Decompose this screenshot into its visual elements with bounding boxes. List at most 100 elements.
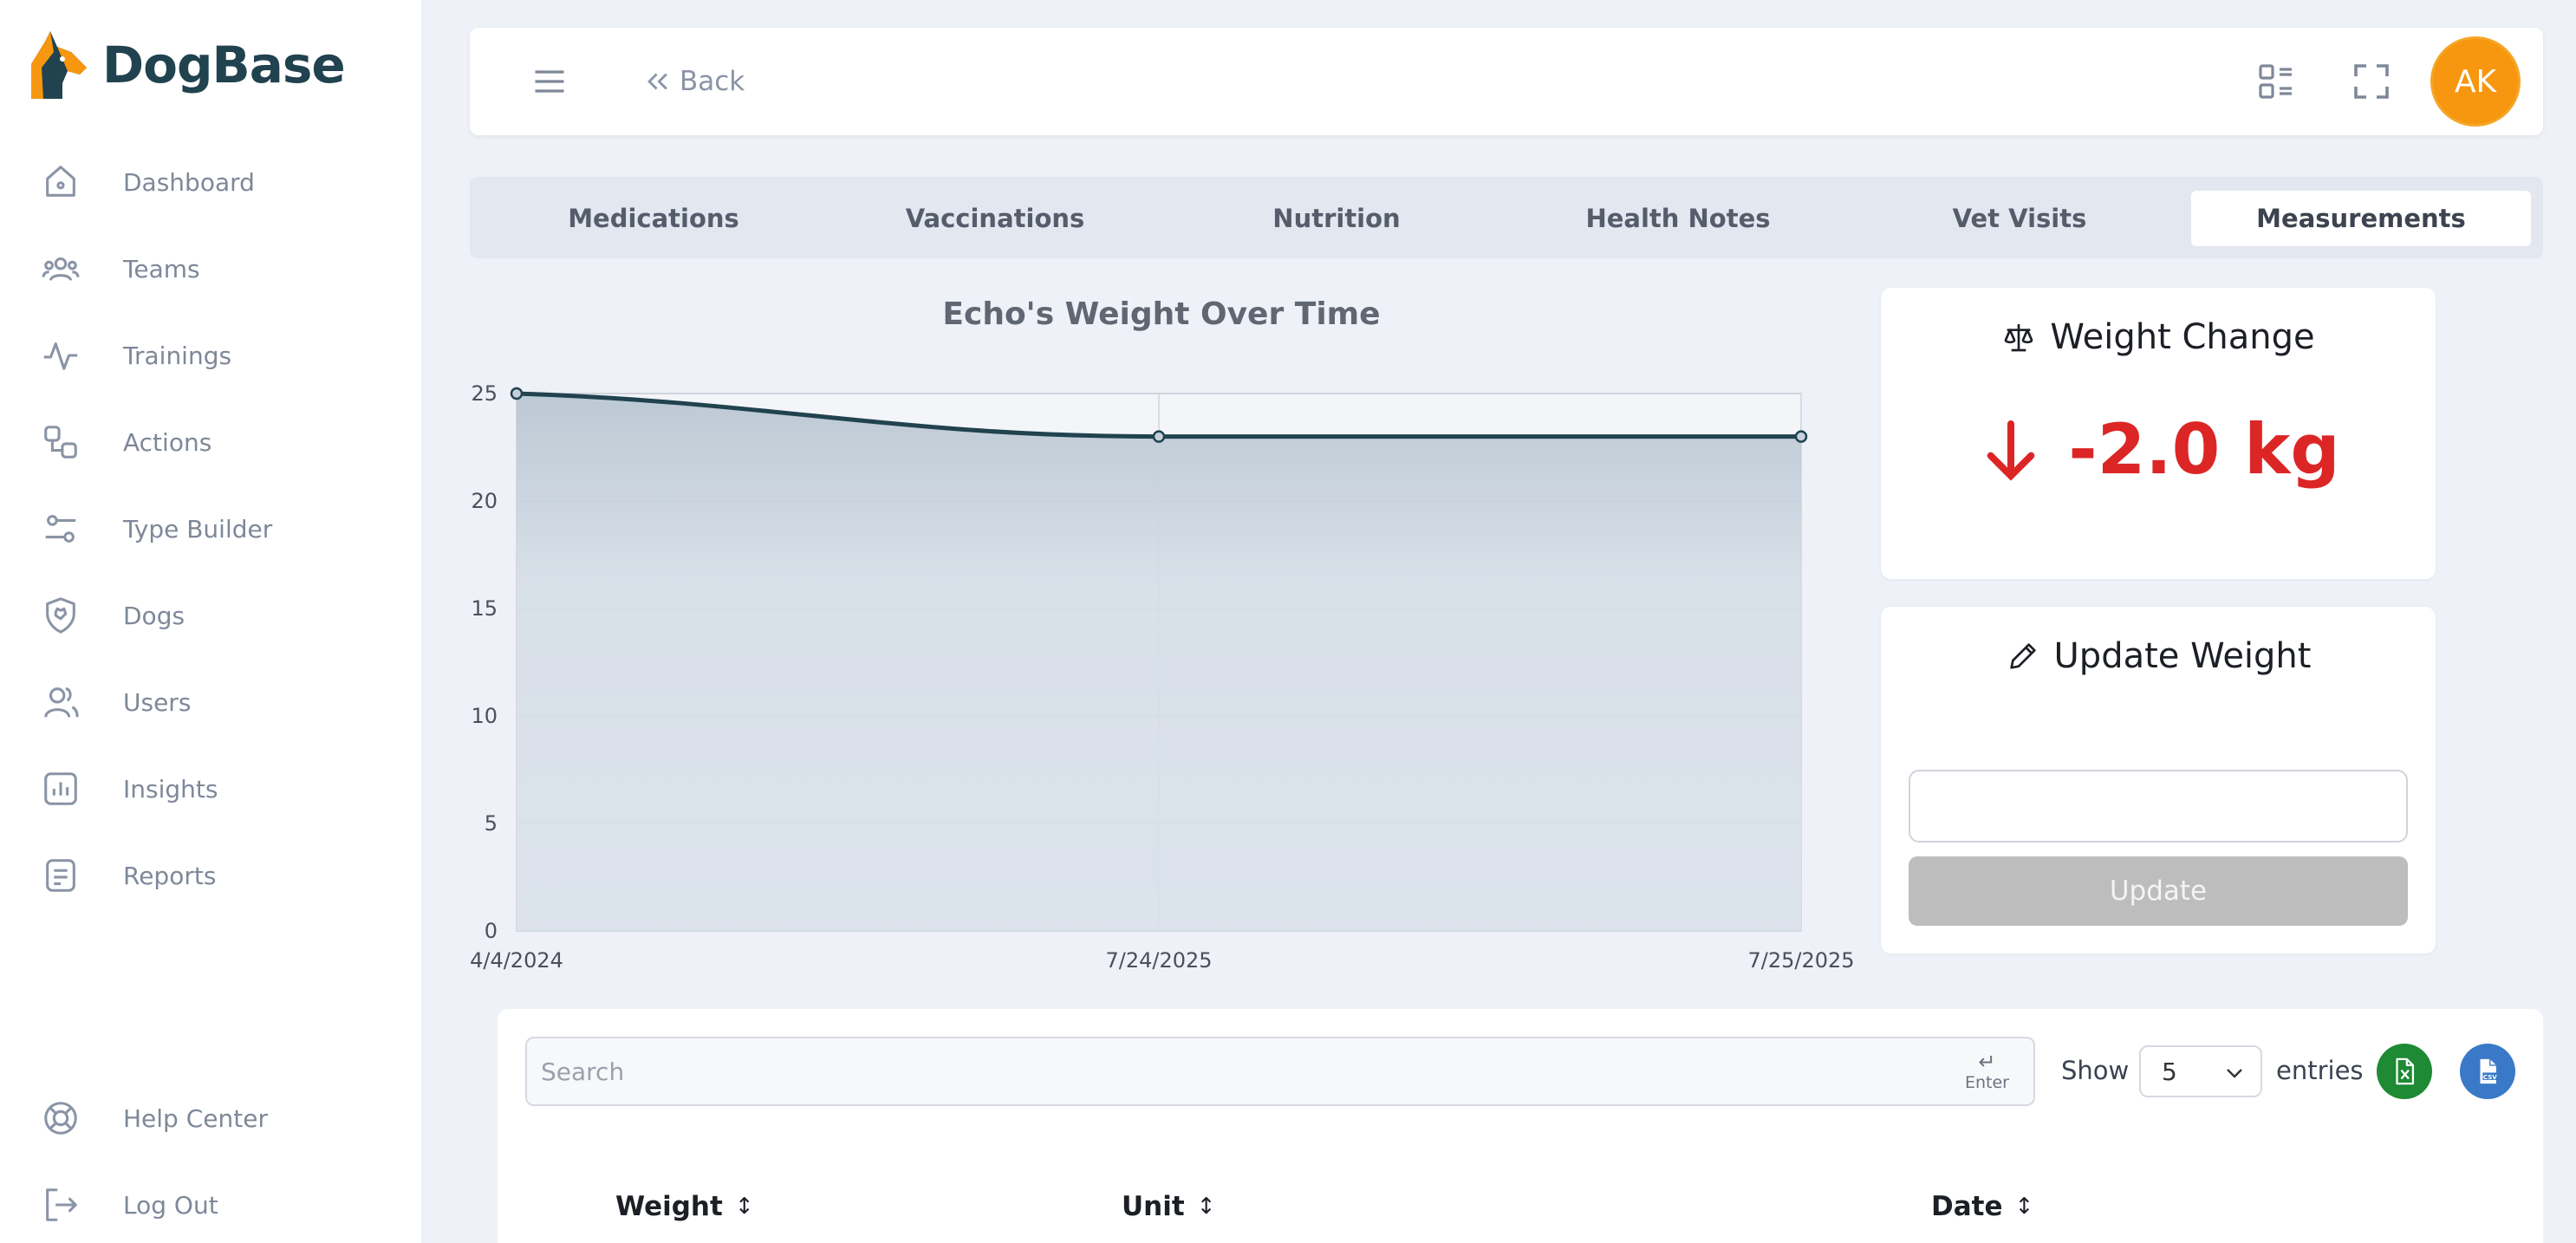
back-button[interactable]: Back: [643, 59, 745, 104]
sidebar-item-help-center[interactable]: Help Center: [35, 1087, 399, 1149]
y-tick-label: 10: [471, 704, 498, 728]
tab-medications[interactable]: Medications: [568, 204, 739, 233]
export-csv-button[interactable]: CSV: [2460, 1044, 2515, 1099]
update-weight-card: Update Weight Update: [1881, 607, 2436, 953]
show-label: Show: [2061, 1056, 2130, 1085]
pencil-icon: [2009, 643, 2036, 669]
weight-input[interactable]: [1909, 770, 2408, 843]
sidebar-item-label: Dashboard: [123, 167, 255, 197]
activity-icon: [35, 329, 87, 381]
tab-vet-visits[interactable]: Vet Visits: [1952, 204, 2087, 233]
sidebar-item-label: Log Out: [123, 1190, 218, 1220]
weight-change-title-text: Weight Change: [2050, 317, 2315, 357]
sidebar-item-label: Teams: [123, 254, 200, 283]
x-tick-label: 7/25/2025: [1747, 948, 1854, 973]
avatar[interactable]: AK: [2430, 36, 2521, 127]
chevron-down-icon: [2227, 1069, 2242, 1078]
arrow-down-icon: [1987, 420, 2035, 481]
data-point[interactable]: [1152, 430, 1166, 443]
sidebar-item-users[interactable]: Users: [35, 671, 399, 733]
sidebar-item-insights[interactable]: Insights: [35, 758, 399, 820]
entries-select-value: 5: [2162, 1057, 2177, 1086]
brand-name: DogBase: [102, 36, 346, 94]
weight-change-value-text: -2.0 kg: [2068, 409, 2340, 490]
tab-health-notes[interactable]: Health Notes: [1585, 204, 1771, 233]
update-weight-title-text: Update Weight: [2053, 636, 2312, 676]
menu-icon[interactable]: [530, 62, 569, 101]
x-tick-label: 4/4/2024: [470, 948, 563, 973]
fullscreen-icon[interactable]: [2351, 61, 2392, 102]
chart-title: Echo's Weight Over Time: [942, 296, 1380, 332]
y-tick-label: 15: [471, 596, 498, 621]
tab-measurements[interactable]: Measurements: [2191, 191, 2531, 246]
column-header-weight[interactable]: Weight ↕: [615, 1191, 754, 1222]
sidebar-item-dogs[interactable]: Dogs: [35, 584, 399, 647]
top-bar: Back AK: [470, 28, 2543, 135]
search-input[interactable]: [541, 1049, 1928, 1094]
sidebar-item-label: Actions: [123, 427, 212, 457]
sidebar-item-reports[interactable]: Reports: [35, 844, 399, 907]
csv-file-icon: CSV: [2480, 1058, 2498, 1084]
x-tick-label: 7/24/2025: [1105, 948, 1212, 973]
y-tick-label: 0: [485, 919, 498, 943]
y-tick-label: 25: [471, 381, 498, 406]
sidebar-item-label: Trainings: [123, 341, 232, 370]
weight-change-title: Weight Change: [1881, 317, 2436, 357]
entries-label: entries: [2276, 1056, 2364, 1085]
tab-nutrition[interactable]: Nutrition: [1272, 204, 1401, 233]
actions-icon: [35, 416, 87, 468]
measurements-table-card: ↵ Enter Show 5 entries CSV Weight ↕ Unit…: [498, 1009, 2543, 1243]
sidebar-item-type-builder[interactable]: Type Builder: [35, 498, 399, 560]
update-button[interactable]: Update: [1909, 856, 2408, 926]
dog-logo-icon: [31, 31, 87, 99]
sidebar-item-label: Reports: [123, 861, 217, 890]
weight-change-value: -2.0 kg: [1881, 409, 2436, 490]
back-label: Back: [680, 66, 745, 97]
teams-icon: [35, 243, 87, 295]
column-header-label: Unit: [1122, 1191, 1185, 1222]
column-header-date[interactable]: Date ↕: [1931, 1191, 2033, 1222]
home-icon: [35, 156, 87, 208]
data-point[interactable]: [510, 387, 524, 400]
enter-icon: ↵: [1978, 1050, 1996, 1074]
sidebar-item-actions[interactable]: Actions: [35, 411, 399, 473]
brand[interactable]: DogBase: [28, 28, 346, 102]
lifebuoy-icon: [35, 1092, 87, 1144]
column-header-label: Weight: [615, 1191, 723, 1222]
sidebar-item-trainings[interactable]: Trainings: [35, 324, 399, 387]
tab-bar: Medications Vaccinations Nutrition Healt…: [470, 177, 2543, 258]
scale-icon: [2005, 324, 2033, 352]
export-excel-button[interactable]: [2377, 1044, 2432, 1099]
chevrons-left-icon: [647, 73, 667, 90]
sidebar-item-label: Help Center: [123, 1103, 268, 1133]
layout-grid-icon[interactable]: [2255, 61, 2297, 102]
sidebar: DogBase Dashboard Teams Trainings Action…: [0, 0, 421, 1243]
weight-area-fill: [517, 394, 1801, 931]
sliders-icon: [35, 503, 87, 555]
sidebar-item-label: Users: [123, 687, 192, 717]
user-icon: [35, 676, 87, 728]
sidebar-item-label: Insights: [123, 774, 218, 804]
y-tick-label: 20: [471, 489, 498, 513]
column-header-label: Date: [1931, 1191, 2003, 1222]
enter-hint-label: Enter: [1965, 1073, 2009, 1092]
svg-text:CSV: CSV: [2483, 1073, 2497, 1081]
weight-change-card: Weight Change -2.0 kg: [1881, 288, 2436, 579]
column-header-unit[interactable]: Unit ↕: [1122, 1191, 1215, 1222]
update-weight-title: Update Weight: [1881, 636, 2436, 676]
sidebar-item-log-out[interactable]: Log Out: [35, 1174, 399, 1236]
tab-vaccinations[interactable]: Vaccinations: [905, 204, 1085, 233]
sort-icon: ↕: [734, 1194, 754, 1220]
data-point[interactable]: [1794, 430, 1808, 443]
sort-icon: ↕: [1196, 1194, 1216, 1220]
weight-chart-svg: Echo's Weight Over Time 0 5 10 15 20 25 4/4/20…: [470, 296, 1854, 973]
excel-file-icon: [2396, 1058, 2415, 1085]
sidebar-item-dashboard[interactable]: Dashboard: [35, 151, 399, 213]
chart-icon: [35, 763, 87, 815]
report-icon: [35, 849, 87, 901]
sidebar-item-label: Type Builder: [123, 514, 273, 543]
sidebar-item-teams[interactable]: Teams: [35, 238, 399, 300]
entries-select[interactable]: 5: [2139, 1045, 2262, 1097]
sort-icon: ↕: [2014, 1194, 2034, 1220]
sidebar-item-label: Dogs: [123, 601, 185, 630]
